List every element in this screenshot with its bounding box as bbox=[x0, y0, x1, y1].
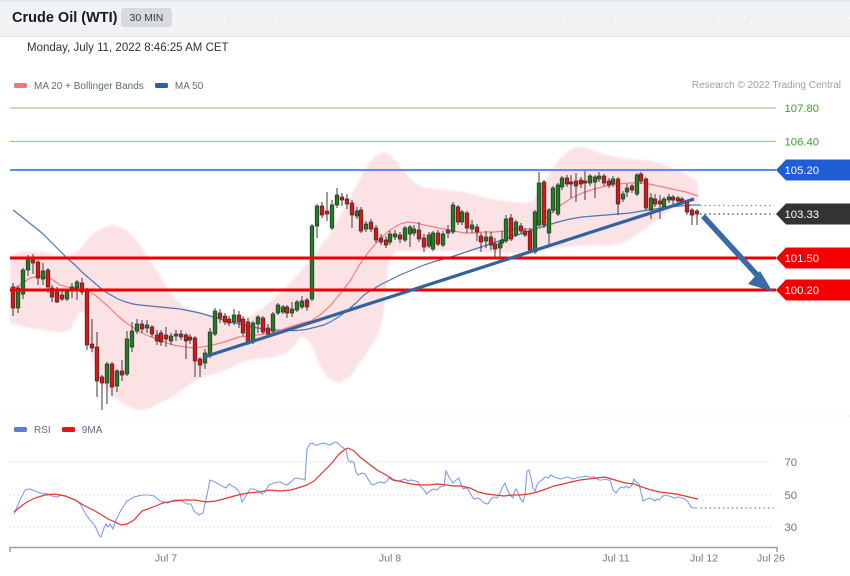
svg-text:Jul 7: Jul 7 bbox=[155, 553, 177, 565]
svg-text:106.40: 106.40 bbox=[785, 137, 820, 149]
svg-text:103.33: 103.33 bbox=[785, 209, 820, 221]
svg-text:107.80: 107.80 bbox=[785, 103, 820, 115]
svg-text:Jul 26: Jul 26 bbox=[757, 553, 785, 565]
svg-text:101.50: 101.50 bbox=[785, 253, 820, 265]
svg-text:Jul 11: Jul 11 bbox=[602, 553, 629, 565]
svg-text:Jul 12: Jul 12 bbox=[690, 553, 718, 565]
svg-text:100.20: 100.20 bbox=[785, 285, 820, 297]
svg-text:50: 50 bbox=[785, 490, 798, 502]
svg-text:30: 30 bbox=[785, 522, 798, 534]
svg-text:Jul 8: Jul 8 bbox=[379, 553, 401, 565]
svg-text:70: 70 bbox=[785, 457, 798, 469]
svg-text:105.20: 105.20 bbox=[785, 165, 820, 177]
